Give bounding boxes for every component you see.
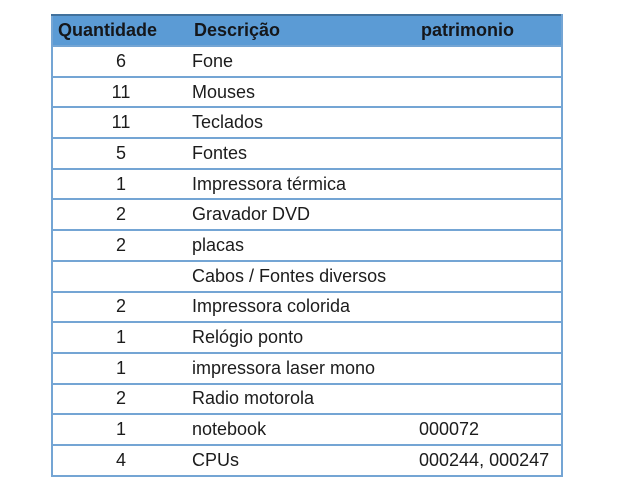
cell-patrimonio [416, 352, 562, 385]
cell-quantidade [52, 260, 189, 293]
cell-patrimonio [416, 322, 562, 354]
cell-quantidade: 1 [52, 168, 189, 201]
table-row: 5 Fontes [52, 138, 562, 170]
header-descricao: Descrição [189, 15, 416, 47]
cell-patrimonio [416, 230, 562, 262]
cell-descricao: Mouses [189, 76, 416, 109]
cell-descricao: impressora laser mono [189, 352, 416, 385]
header-patrimonio: patrimonio [416, 15, 562, 47]
table-row: 2 Radio motorola [52, 383, 562, 416]
cell-quantidade: 2 [52, 199, 189, 232]
table-row: 11 Teclados [52, 107, 562, 140]
table-row: Cabos / Fontes diversos [52, 260, 562, 293]
cell-quantidade: 1 [52, 322, 189, 354]
cell-patrimonio [416, 383, 562, 416]
header-quantidade: Quantidade [52, 15, 189, 47]
table-row: 1 Impressora térmica [52, 168, 562, 201]
cell-patrimonio [416, 138, 562, 170]
cell-descricao: placas [189, 230, 416, 262]
table-row: 1 impressora laser mono [52, 352, 562, 385]
cell-descricao: Radio motorola [189, 383, 416, 416]
table-row: 6 Fone [52, 46, 562, 78]
table-row: 2 Gravador DVD [52, 199, 562, 232]
cell-patrimonio [416, 291, 562, 324]
cell-descricao: Impressora colorida [189, 291, 416, 324]
cell-descricao: Relógio ponto [189, 322, 416, 354]
cell-patrimonio: 000244, 000247 [416, 444, 562, 477]
header-row: Quantidade Descrição patrimonio [52, 15, 562, 47]
cell-patrimonio [416, 76, 562, 109]
cell-quantidade: 11 [52, 76, 189, 109]
table-row: 1 notebook 000072 [52, 414, 562, 446]
cell-quantidade: 11 [52, 107, 189, 140]
cell-patrimonio [416, 46, 562, 78]
cell-descricao: notebook [189, 414, 416, 446]
table-row: 2 Impressora colorida [52, 291, 562, 324]
table-row: 1 Relógio ponto [52, 322, 562, 354]
cell-descricao: CPUs [189, 444, 416, 477]
cell-descricao: Fontes [189, 138, 416, 170]
cell-descricao: Gravador DVD [189, 199, 416, 232]
cell-descricao: Cabos / Fontes diversos [189, 260, 416, 293]
cell-descricao: Teclados [189, 107, 416, 140]
cell-quantidade: 6 [52, 46, 189, 78]
cell-patrimonio: 000072 [416, 414, 562, 446]
table-row: 2 placas [52, 230, 562, 262]
cell-quantidade: 4 [52, 444, 189, 477]
cell-quantidade: 5 [52, 138, 189, 170]
cell-patrimonio [416, 107, 562, 140]
cell-patrimonio [416, 199, 562, 232]
table-row: 4 CPUs 000244, 000247 [52, 444, 562, 477]
cell-quantidade: 1 [52, 414, 189, 446]
cell-quantidade: 2 [52, 291, 189, 324]
cell-patrimonio [416, 260, 562, 293]
cell-quantidade: 2 [52, 383, 189, 416]
cell-descricao: Impressora térmica [189, 168, 416, 201]
cell-quantidade: 2 [52, 230, 189, 262]
inventory-table: Quantidade Descrição patrimonio 6 Fone 1… [51, 14, 563, 477]
cell-patrimonio [416, 168, 562, 201]
cell-descricao: Fone [189, 46, 416, 78]
cell-quantidade: 1 [52, 352, 189, 385]
table-row: 11 Mouses [52, 76, 562, 109]
